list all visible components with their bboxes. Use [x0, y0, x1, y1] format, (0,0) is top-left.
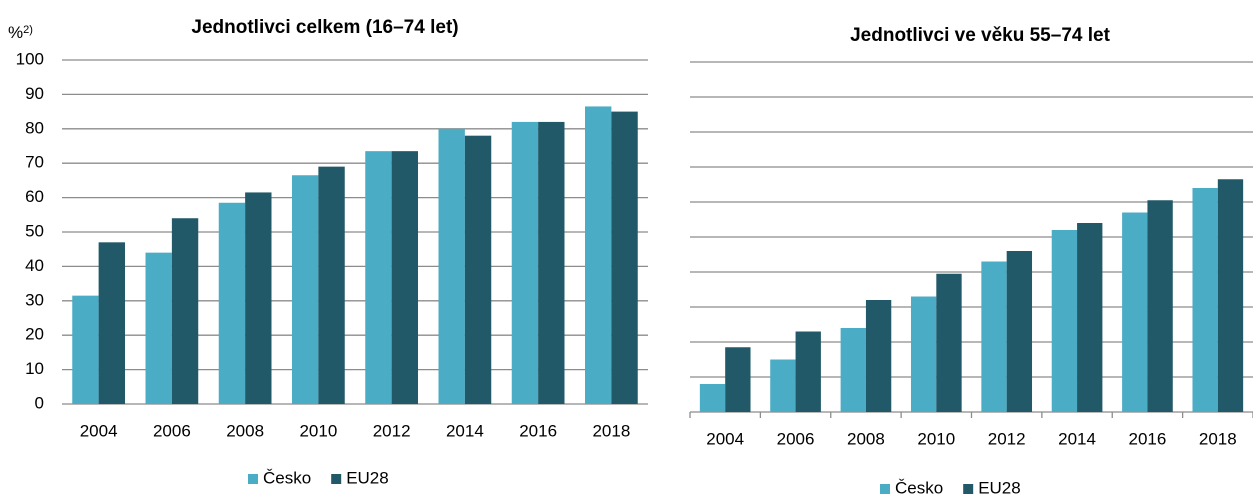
bar	[1147, 200, 1173, 412]
bar	[318, 166, 345, 404]
y-tick-label: 20	[25, 325, 44, 344]
bar	[699, 384, 726, 412]
y-unit-note: 2)	[23, 24, 33, 36]
legend-swatch	[963, 484, 974, 494]
bar	[1217, 179, 1244, 412]
bar	[1192, 188, 1218, 412]
legend-label: EU28	[346, 468, 389, 487]
bar	[1051, 230, 1078, 412]
bar	[725, 347, 751, 412]
bar	[585, 106, 612, 404]
x-tick-label: 2006	[777, 429, 815, 448]
bar	[1122, 212, 1148, 412]
x-tick-label: 2014	[1058, 429, 1096, 448]
x-tick-label: 2010	[917, 429, 955, 448]
bar	[145, 252, 172, 404]
x-tick-label: 2004	[706, 429, 744, 448]
x-tick-label: 2008	[226, 421, 264, 440]
y-tick-label: 90	[25, 84, 44, 103]
x-tick-label: 2018	[1199, 429, 1237, 448]
y-tick-label: 100	[16, 49, 44, 68]
bar	[865, 300, 892, 412]
bar	[218, 202, 246, 404]
bar	[464, 135, 492, 404]
x-tick-label: 2016	[1129, 429, 1167, 448]
bar	[438, 128, 465, 405]
legend-label: Česko	[263, 468, 311, 487]
chart-title: Jednotlivci ve věku 55–74 let	[850, 25, 1110, 46]
bar	[72, 295, 99, 404]
bar	[795, 331, 821, 412]
bar	[98, 242, 125, 404]
legend-swatch	[880, 484, 890, 494]
bar	[292, 175, 319, 404]
x-tick-label: 2012	[988, 429, 1026, 448]
y-unit: %	[8, 23, 23, 42]
bar	[910, 296, 937, 412]
y-tick-label: 50	[25, 221, 44, 240]
x-tick-label: 2014	[446, 421, 484, 440]
y-tick-label: 10	[25, 359, 44, 378]
legend-swatch	[331, 474, 342, 484]
x-tick-label: 2006	[153, 421, 191, 440]
x-tick-label: 2018	[592, 421, 630, 440]
bar	[1077, 223, 1103, 412]
y-tick-label: 60	[25, 187, 44, 206]
bar	[511, 121, 539, 405]
bar	[770, 359, 796, 412]
legend-label: Česko	[895, 478, 943, 497]
y-tick-label: 80	[25, 118, 44, 137]
bar	[611, 111, 638, 404]
y-tick-label: 40	[25, 256, 44, 275]
x-tick-label: 2012	[373, 421, 411, 440]
chart: Jednotlivci ve věku 55–74 let 2004 2006 200…	[689, 25, 1253, 497]
bar	[171, 218, 199, 404]
bar	[391, 151, 418, 404]
x-tick-label: 2010	[299, 421, 337, 440]
bar	[840, 328, 866, 412]
x-tick-label: 2016	[519, 421, 557, 440]
chart-title: Jednotlivci celkem (16–74 let)	[191, 17, 458, 38]
legend-label: EU28	[978, 478, 1021, 497]
bar	[936, 273, 962, 412]
legend-swatch	[248, 474, 258, 484]
x-tick-label: 2008	[847, 429, 885, 448]
bar	[245, 192, 272, 404]
chart: Jednotlivci celkem (16–74 let)%2)0102030…	[8, 17, 648, 487]
y-tick-label: 0	[35, 393, 44, 412]
x-tick-label: 2004	[80, 421, 118, 440]
y-tick-label: 70	[25, 153, 44, 172]
y-tick-label: 30	[25, 290, 44, 309]
bar	[538, 121, 565, 405]
bar	[981, 261, 1007, 412]
bar	[1006, 251, 1033, 412]
bar	[365, 151, 392, 404]
y-axis-label: %2)	[8, 23, 33, 42]
